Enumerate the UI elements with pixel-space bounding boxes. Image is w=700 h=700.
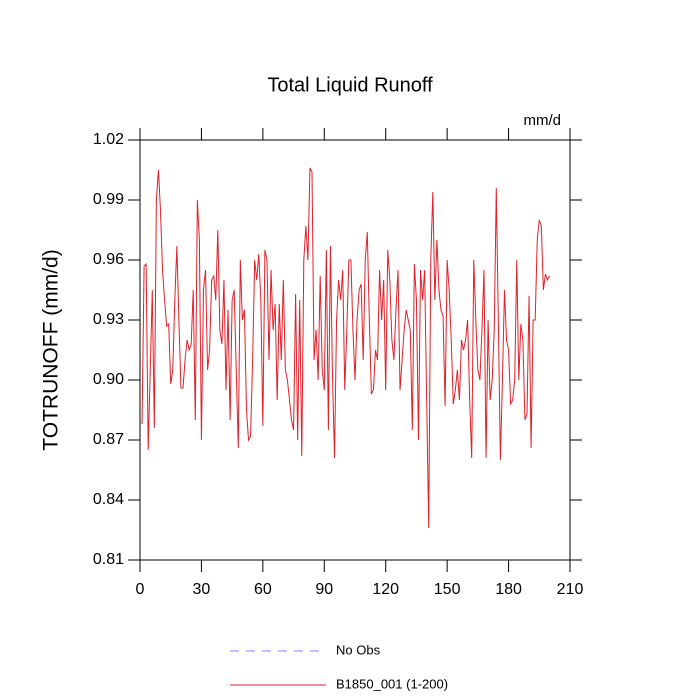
- x-tick-label: 30: [193, 581, 211, 598]
- x-tick-label: 90: [315, 581, 333, 598]
- x-tick-label: 210: [557, 581, 584, 598]
- x-tick-label: 150: [434, 581, 461, 598]
- units-label: mm/d: [524, 112, 562, 129]
- x-tick-label: 120: [372, 581, 399, 598]
- y-tick-label: 0.81: [93, 551, 124, 568]
- x-tick-label: 180: [495, 581, 522, 598]
- legend-label: B1850_001 (1-200): [336, 676, 448, 691]
- y-axis-label: TOTRUNOFF (mm/d): [40, 249, 63, 450]
- y-tick-label: 0.93: [93, 311, 124, 328]
- chart-title: Total Liquid Runoff: [267, 74, 433, 96]
- y-tick-label: 0.87: [93, 431, 124, 448]
- y-tick-label: 0.96: [93, 251, 124, 268]
- x-tick-label: 0: [136, 581, 145, 598]
- x-tick-label: 60: [254, 581, 272, 598]
- legend-label: No Obs: [336, 642, 381, 657]
- plot-frame: [139, 139, 571, 561]
- y-tick-label: 1.02: [93, 131, 124, 148]
- y-tick-label: 0.99: [93, 191, 124, 208]
- y-tick-label: 0.84: [93, 491, 124, 508]
- y-tick-label: 0.90: [93, 371, 124, 388]
- data-line: [141, 167, 550, 529]
